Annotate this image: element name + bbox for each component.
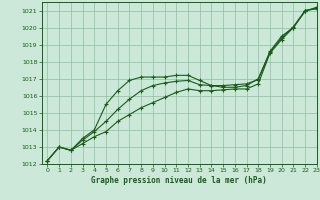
X-axis label: Graphe pression niveau de la mer (hPa): Graphe pression niveau de la mer (hPa) <box>91 176 267 185</box>
